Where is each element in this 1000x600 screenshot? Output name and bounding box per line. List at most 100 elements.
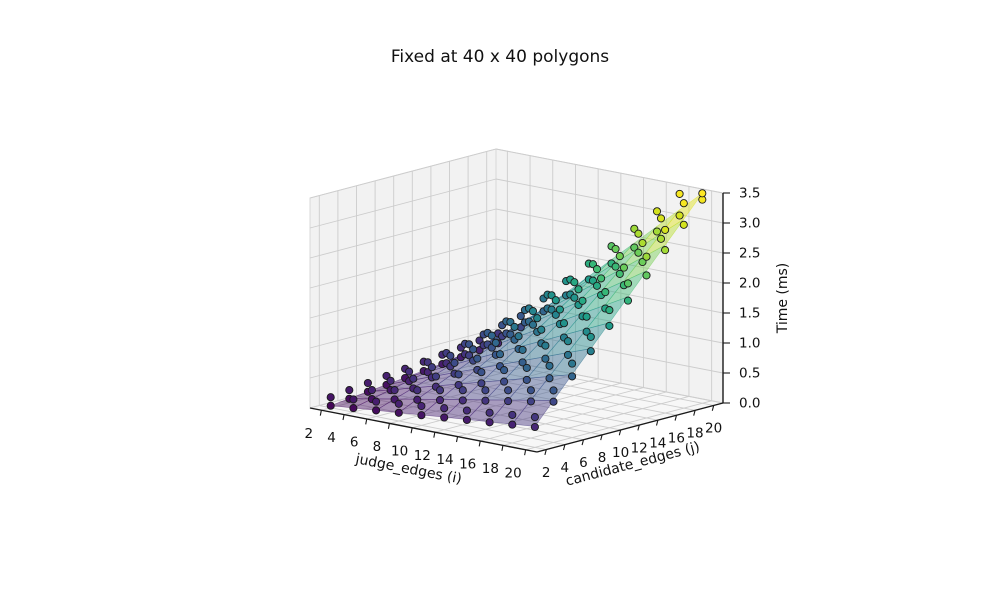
svg-text:10: 10	[391, 443, 408, 459]
scatter-point	[551, 310, 560, 319]
scatter-point	[592, 265, 602, 274]
svg-text:16: 16	[459, 457, 476, 473]
scatter-point	[586, 347, 595, 356]
scatter-point	[537, 325, 546, 334]
scatter-point	[522, 363, 531, 372]
scatter-point	[394, 408, 403, 417]
scatter-point	[592, 281, 602, 290]
svg-text:3.5: 3.5	[739, 186, 760, 202]
x-axis-ticks: 2 4 6 8 10 12 14 16 18 20	[305, 410, 527, 481]
scatter-point	[481, 396, 490, 405]
scatter-point	[526, 397, 535, 406]
scatter-point	[551, 296, 560, 305]
scatter-point	[530, 422, 539, 432]
scatter-point	[462, 406, 471, 415]
scatter-point	[605, 306, 614, 315]
svg-text:18: 18	[686, 426, 703, 442]
scatter-point	[326, 393, 335, 402]
scatter-point	[619, 263, 628, 272]
scatter-point	[522, 375, 531, 384]
scatter-point	[349, 395, 358, 404]
scatter-point	[390, 386, 399, 395]
scatter-point	[574, 285, 583, 294]
scatter-point	[578, 296, 587, 305]
scatter-point	[547, 305, 556, 314]
svg-text:0.5: 0.5	[739, 366, 760, 382]
chart-title: Fixed at 40 x 40 polygons	[390, 47, 610, 67]
scatter-point	[568, 359, 577, 368]
scatter-point	[545, 374, 554, 383]
scatter-point	[345, 386, 354, 395]
axis-lines	[309, 193, 724, 453]
scatter-point	[656, 214, 666, 223]
scatter-point	[675, 211, 684, 220]
scatter-point	[413, 386, 422, 395]
scatter-point	[510, 322, 519, 331]
scatter-point	[506, 330, 515, 339]
scatter-point	[652, 227, 662, 236]
svg-text:4: 4	[561, 460, 570, 476]
scatter-point	[582, 327, 591, 336]
scatter-point	[638, 257, 647, 267]
scatter-point	[638, 238, 647, 248]
svg-text:2: 2	[305, 426, 314, 442]
scatter-point	[495, 350, 505, 359]
svg-text:2.0: 2.0	[739, 276, 760, 292]
scatter-point	[349, 404, 358, 413]
scatter-point	[326, 401, 335, 410]
scatter-point	[518, 345, 527, 354]
svg-text:12: 12	[414, 448, 431, 464]
scatter-point	[394, 399, 403, 408]
scatter-point	[541, 354, 550, 363]
scatter-point	[549, 397, 558, 406]
scatter-point	[481, 386, 490, 395]
scatter-point	[615, 269, 624, 278]
scatter-point	[477, 379, 486, 388]
scatter-point	[652, 207, 662, 216]
scatter-point	[372, 397, 381, 406]
scatter-point	[679, 220, 688, 229]
scatter-point	[563, 337, 573, 346]
scatter-points	[326, 189, 707, 432]
scatter-point	[386, 376, 395, 385]
svg-text:20: 20	[705, 421, 722, 437]
scatter-point	[518, 358, 527, 367]
scatter-point	[634, 248, 643, 257]
scatter-point	[372, 406, 381, 415]
scatter-point	[504, 397, 513, 406]
svg-text:8: 8	[373, 439, 382, 455]
scatter-point	[435, 396, 445, 405]
scatter-point	[549, 386, 558, 395]
svg-text:6: 6	[350, 435, 359, 451]
svg-text:12: 12	[631, 440, 648, 456]
scatter-point	[605, 321, 614, 330]
scatter-point	[363, 378, 372, 388]
scatter-point	[485, 418, 494, 427]
scatter-point	[473, 354, 482, 363]
scatter-point	[570, 293, 579, 302]
z-axis-ticks: 0.0 0.5 1.0 1.5 2.0 2.5 3.0 3.5	[723, 186, 760, 412]
scatter-point	[568, 372, 577, 381]
scatter-point	[601, 288, 610, 297]
grid-lines	[309, 148, 724, 451]
scatter-point	[630, 243, 639, 252]
scatter-point	[417, 411, 426, 420]
scatter-point	[586, 332, 595, 341]
svg-text:18: 18	[482, 461, 499, 477]
scatter-point	[500, 377, 509, 386]
scatter-point	[526, 386, 535, 395]
scatter-point	[454, 370, 463, 379]
scatter-point	[440, 404, 449, 413]
svg-text:16: 16	[668, 431, 685, 447]
scatter-point	[435, 386, 445, 395]
scatter-point	[555, 305, 564, 314]
scatter-point	[508, 410, 517, 419]
scatter-point	[469, 345, 478, 354]
scatter-point	[615, 252, 624, 261]
svg-text:Time (ms): Time (ms)	[775, 263, 791, 335]
scatter-point	[533, 314, 542, 323]
scatter-point	[491, 338, 500, 347]
scatter-point	[623, 279, 633, 288]
